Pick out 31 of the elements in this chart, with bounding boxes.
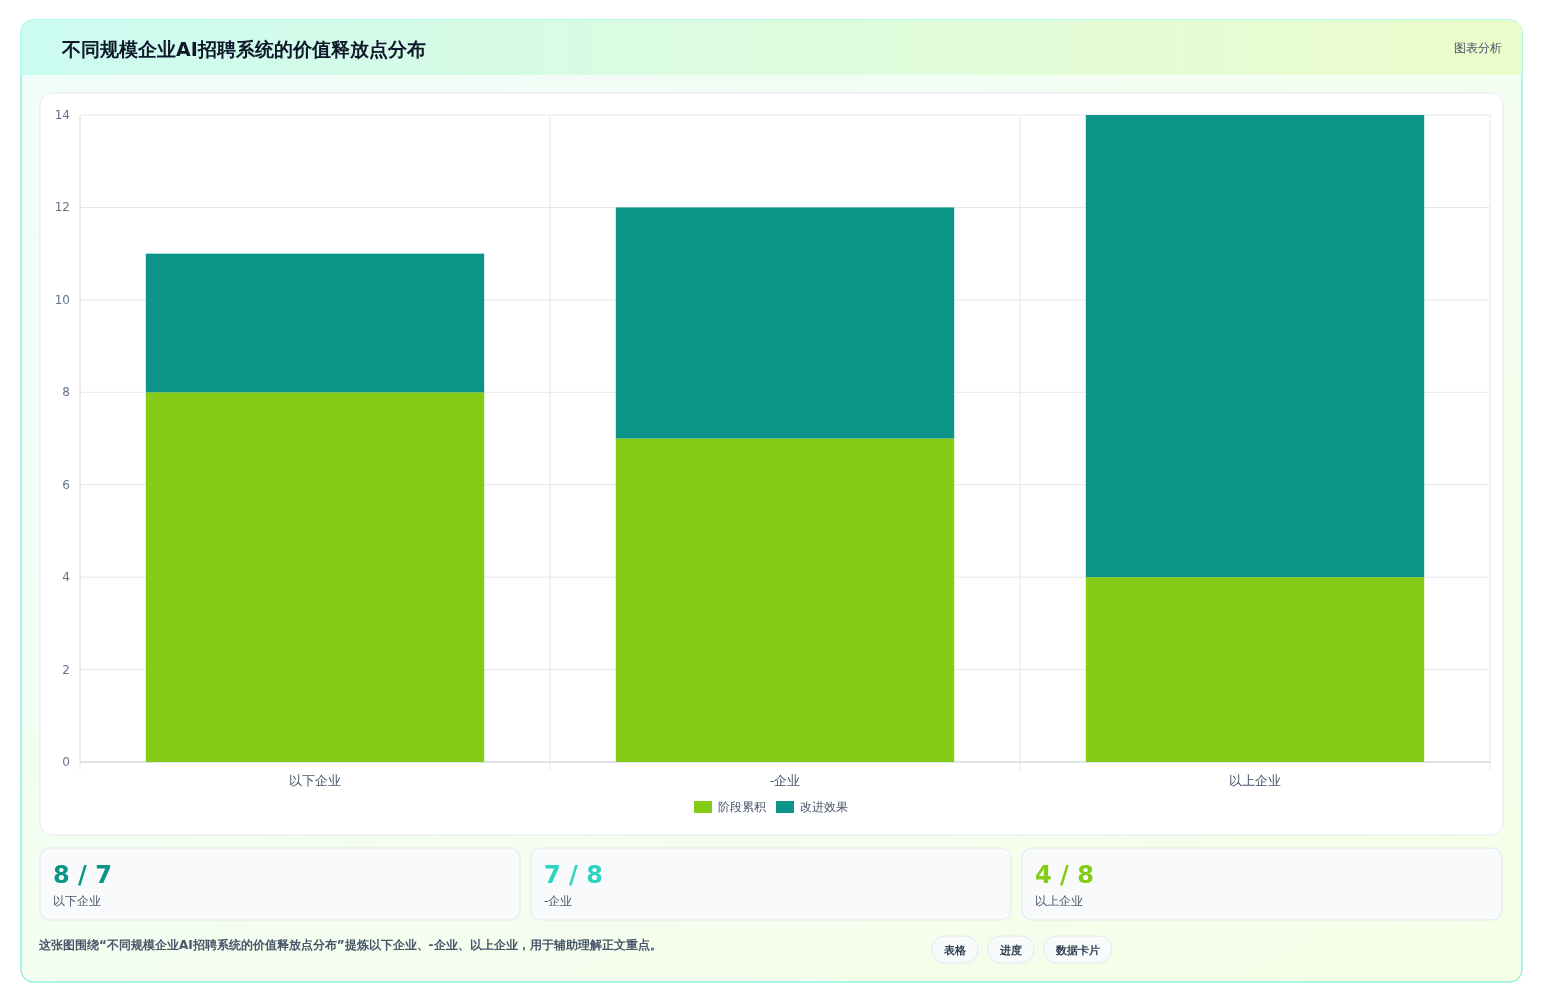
text: 数据卡片 [1055, 944, 1100, 957]
text: -企业 [544, 894, 573, 908]
y-tick-label: 6 [62, 477, 70, 492]
y-tick-label: 14 [54, 108, 70, 122]
text: 进度 [999, 944, 1022, 957]
bar [145, 253, 485, 393]
text: 以下企业 [53, 894, 101, 908]
text: 表格 [943, 944, 967, 957]
text: 图表分析 [1454, 41, 1502, 55]
text: 4 / 8 [1035, 861, 1094, 889]
bar [145, 392, 485, 762]
text: 以上企业 [1035, 894, 1083, 908]
chart-title: 不同规模企业AI招聘系统的价值释放点分布 [61, 38, 426, 60]
bar [615, 438, 955, 762]
y-tick-label: 2 [62, 662, 70, 677]
x-tick-label: 以下企业 [289, 773, 341, 788]
y-tick-label: 12 [54, 200, 70, 215]
y-tick-label: 8 [62, 385, 70, 400]
x-tick-label: -企业 [769, 773, 801, 788]
bar [1085, 115, 1425, 578]
legend-label: 阶段累积 [718, 800, 766, 814]
text: 这张图围绕“不同规模企业AI招聘系统的价值释放点分布”提炼以下企业、-企业、以上企业，用于辅助理解正文重点。 [38, 938, 662, 952]
legend-label: 改进效果 [800, 800, 848, 814]
text: 7 / 8 [544, 861, 603, 889]
y-tick-label: 4 [62, 570, 70, 585]
text: 8 / 7 [53, 861, 112, 889]
bar [615, 207, 955, 439]
x-tick-label: 以上企业 [1229, 773, 1281, 788]
bar [1085, 577, 1425, 762]
y-tick-label: 10 [54, 292, 70, 307]
y-tick-label: 0 [62, 755, 70, 769]
